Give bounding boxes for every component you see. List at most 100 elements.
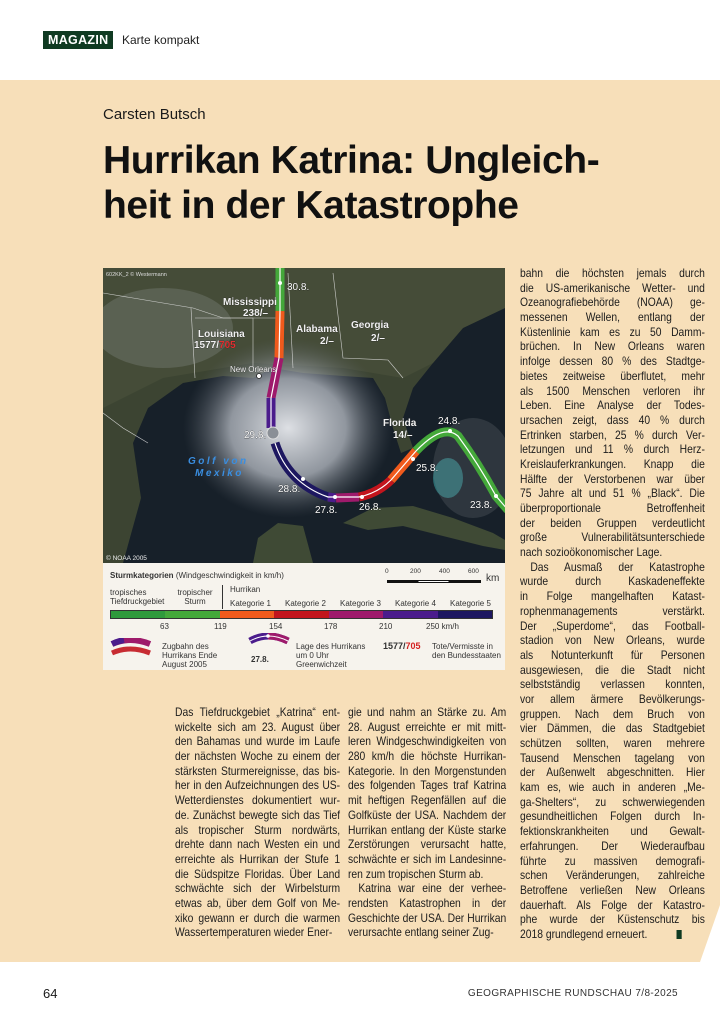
threshold: 63: [160, 622, 169, 631]
text-line: de. Zunächst bewegte sich das Tief: [175, 807, 341, 822]
text-line: Kategorie. In den Morgenstunden: [348, 763, 507, 778]
text-line: Tausend Menschen tagelang von: [520, 750, 705, 765]
gulf-label: Golf von: [188, 456, 249, 467]
text-line: infolge dessen 80 % des Stadtge-: [520, 354, 705, 369]
date-label: 24.8.: [438, 416, 460, 427]
position-legend-label: Lage des Hurrikans um 0 Uhr Greenwichzei…: [296, 642, 366, 669]
category-swatch: [165, 611, 220, 618]
text-line: die US-amerikanische Wetter- und: [520, 280, 705, 295]
position-example: 27.8.: [251, 655, 269, 664]
text-line: Das Ausmaß der Katastrophe: [530, 559, 705, 574]
text-line: erfahrungen. Der Wiederaufbau: [520, 838, 705, 853]
track-legend-label: Zugbahn des Hurrikans Ende August 2005: [162, 642, 218, 669]
text-line: nach sozioökonomischer Lage.: [520, 545, 663, 560]
state-casualties: 14/–: [393, 430, 413, 441]
threshold: 210: [379, 622, 393, 631]
text-line: als Notunterkunft für Personen: [520, 647, 705, 662]
text-line: ga-Shelters“, zu schwerwiegenden: [520, 794, 705, 809]
text-line: etwas ab, über dem Golf von Me-: [175, 895, 341, 910]
text-line: gruppen. Nach dem Bruch von: [520, 706, 705, 721]
text-line: schen Veränderungen, zahlreiche: [520, 868, 705, 883]
end-mark-icon: [676, 929, 682, 939]
text-line: vor allem ärmere Bevölkerungs-: [520, 691, 705, 706]
category-swatch: [383, 611, 438, 618]
threshold: 119: [214, 622, 227, 631]
city-label: New Orleans: [230, 365, 276, 374]
image-credit: © NOAA 2005: [106, 554, 147, 562]
gulf-label: Mexiko: [195, 468, 244, 479]
text-line: Kreislauferkrankungen. Knapp die: [520, 456, 705, 471]
state-casualties: 2/–: [371, 333, 385, 344]
text-line: Katrina war eine der verhee-: [358, 881, 507, 896]
map-credit: 602KK_2 © Westermann: [106, 271, 167, 278]
title-line: Hurrikan Katrina: Ungleich-: [103, 139, 600, 182]
text-line: messenen Wellen, entlang der: [520, 310, 705, 325]
text-line: leren Windgeschwindigkeiten von: [348, 734, 507, 749]
text-line: letzungen und 11 % durch Herz-: [520, 442, 705, 457]
date-label: 25.8.: [416, 463, 438, 474]
category-label: Kategorie 2: [285, 599, 326, 608]
hurricane-map: Mississippi 238/– Louisiana 1577/705 Ala…: [103, 268, 505, 563]
text-line: ren zum tropischen Sturm ab.: [348, 866, 484, 881]
scale-tick: 0: [385, 568, 389, 575]
text-line: der beiden Gruppen verdeutlicht: [520, 515, 705, 530]
text-line: als 1500 Menschen verloren ihr: [520, 383, 705, 398]
text-line: stadion von New Orleans, wurde: [520, 633, 705, 648]
text-line: Golfküste der USA. Nachdem der: [348, 807, 507, 822]
category-color-bar: [110, 610, 493, 619]
text-line: her in den Aufzeichnungen des US-: [175, 778, 341, 793]
page-title: Hurrikan Katrina: Ungleich- heit in der …: [103, 138, 703, 228]
text-line: große Vulnerabilitätsunterschiede: [520, 530, 705, 545]
text-line: schützen sollten, waren mehrere: [520, 736, 705, 750]
category-label: Kategorie 1: [230, 599, 271, 608]
text-line: Das Tiefdruckgebiet „Katrina“ ent-: [175, 705, 341, 719]
state-casualties: 2/–: [320, 336, 334, 347]
text-line: vier Dämmen, die das Stadtgebiet: [520, 721, 705, 736]
category-swatch: [437, 611, 492, 618]
category-label: tropischer Sturm: [177, 588, 213, 606]
text-line: ursachen zeigt, dass 40 % durch: [520, 412, 705, 427]
text-line: mit heftigen Regenfällen auf die: [348, 793, 507, 808]
text-line: des folgenden Tages traf Katrina: [348, 778, 507, 793]
scale-unit: km: [486, 573, 500, 584]
text-line: dauerhaft. Als Folge der Katastro-: [520, 897, 705, 912]
text-line: Betroffene verließen New Orleans: [520, 882, 705, 897]
text-line: schwächte sich der Wirbelsturm: [175, 881, 341, 896]
track-symbol-icon: [110, 638, 152, 656]
page-number: 64: [43, 986, 58, 1001]
text-line: phe wurde der Küstenschutz bis: [520, 912, 705, 927]
category-swatch: [328, 611, 384, 618]
text-line: Hurrikan entlang der Küste starke: [348, 822, 507, 837]
rubric-badge: MAGAZIN: [43, 31, 114, 49]
date-label: 23.8.: [470, 500, 492, 511]
text-line: selbstständig verlassen konnten,: [520, 677, 705, 692]
threshold: 250 km/h: [426, 622, 459, 631]
text-line: Ertrinken starben, 25 % durch Ver-: [520, 427, 705, 442]
text-line: rophenmanagements verstärkt.: [520, 603, 705, 618]
date-label: 29.8.: [244, 430, 266, 441]
text-column: gie und nahm an Stärke zu. Am 28. August …: [348, 705, 506, 940]
state-label: Alabama: [296, 324, 338, 335]
text-line: Der „Superdome“, das Football-: [520, 618, 705, 633]
text-column: Das Tiefdruckgebiet „Katrina“ ent-wickel…: [175, 705, 340, 940]
date-label: 26.8.: [359, 502, 381, 513]
category-label: Kategorie 4: [395, 599, 436, 608]
text-line: schwächte er sich im Landesinne-: [348, 851, 507, 866]
text-line: fektionskrankheiten und Gewalt-: [520, 824, 705, 839]
text-line: Zerstörungen verursacht hatte,: [348, 837, 507, 852]
text-line: überproportionale Betroffenheit: [520, 501, 705, 515]
text-line: wurde durch Kaskadeneffekte: [520, 574, 705, 589]
text-line: gie und nahm an Stärke zu. Am: [348, 705, 507, 719]
text-line: drehte dann nach Westen ein und: [175, 837, 341, 852]
scale-tick: 400: [439, 568, 450, 575]
text-line: verursachte entlang seiner Zug-: [348, 925, 494, 940]
state-casualties: 1577/705: [194, 340, 236, 351]
scale-tick: 200: [410, 568, 421, 575]
category-label: tropisches Tiefdruckgebiet: [110, 588, 165, 606]
text-column: bahn die höchsten jemals durch die US-ame…: [520, 266, 705, 942]
text-line: rendsten Katastrophen in der: [348, 895, 507, 910]
text-line: xiko gewann er durch die warmen: [175, 910, 341, 925]
state-casualties: 238/–: [243, 308, 268, 319]
category-swatch: [219, 611, 275, 618]
title-line: heit in der Katastrophe: [103, 184, 519, 227]
